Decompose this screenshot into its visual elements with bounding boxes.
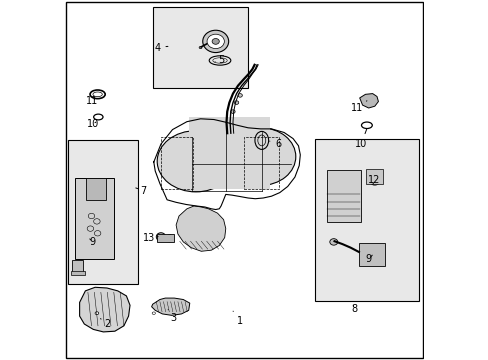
Ellipse shape [206,34,224,49]
Bar [314,139,418,301]
Polygon shape [176,206,225,251]
Text: 3: 3 [168,310,176,323]
Bar [188,117,269,189]
Bar [366,169,383,184]
Polygon shape [359,94,378,108]
Text: 5: 5 [215,55,224,66]
Ellipse shape [230,110,235,113]
Ellipse shape [152,312,155,315]
Bar [156,234,174,242]
Ellipse shape [329,239,337,245]
Text: 13: 13 [142,233,158,243]
Text: 4: 4 [154,42,167,53]
Polygon shape [151,298,189,315]
Ellipse shape [212,39,219,44]
Ellipse shape [95,312,99,315]
Bar [244,137,278,189]
Text: 11: 11 [351,101,366,113]
Text: 9: 9 [365,254,371,264]
Bar [72,260,82,272]
Text: 2: 2 [101,319,110,329]
Ellipse shape [203,30,228,53]
Text: 8: 8 [350,304,357,314]
Bar [358,243,384,266]
Bar [152,7,247,88]
Bar [326,170,360,222]
Ellipse shape [225,128,295,185]
Ellipse shape [199,46,202,49]
Ellipse shape [165,235,173,242]
Bar [86,178,106,200]
Ellipse shape [157,131,234,192]
Ellipse shape [368,175,380,185]
Text: 6: 6 [269,139,281,149]
Bar [161,137,192,189]
Bar [71,271,84,275]
Text: 11: 11 [85,96,98,106]
Text: 7: 7 [136,186,146,196]
Text: 10: 10 [86,119,99,129]
Ellipse shape [234,101,238,104]
Ellipse shape [156,233,165,241]
Text: 1: 1 [233,311,243,327]
Text: 12: 12 [367,175,380,185]
Bar [68,140,138,284]
Text: 10: 10 [354,129,366,149]
Polygon shape [80,287,130,332]
Bar [75,178,114,259]
Text: 9: 9 [89,237,96,247]
Ellipse shape [371,177,377,183]
Ellipse shape [238,94,242,97]
